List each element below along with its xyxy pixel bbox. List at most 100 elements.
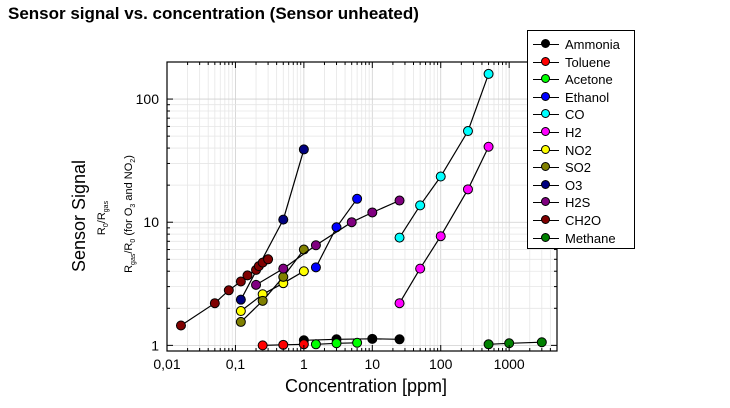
data-point [435,171,446,182]
legend-marker [541,232,550,242]
data-point [462,126,473,137]
series-acetone [310,337,363,350]
sub1-mid: /R [96,212,108,223]
data-point [536,337,547,348]
legend-item-so2: SO2 [528,159,634,176]
y-axis-label: Sensor Signal [69,160,89,272]
data-point [235,316,246,327]
legend-label: Methane [565,230,616,246]
sub2-tail: (for O [123,207,135,239]
data-point [394,334,405,345]
data-point [367,207,378,218]
legend-item-ch2o: CH2O [528,212,634,229]
legend-marker [541,127,550,136]
data-point [175,320,186,331]
legend-item-no2: NO2 [528,142,634,159]
data-point [257,340,268,351]
legend-marker [541,39,550,48]
data-point [415,263,426,274]
legend-label: CH2O [565,213,602,228]
legend-item-o3: O3 [528,177,634,194]
legend-label: Toluene [565,54,611,70]
series-co [394,68,494,243]
data-point [483,68,494,79]
series-methane [483,337,547,350]
legend-label: NO2 [565,142,592,158]
data-point [310,262,321,273]
sub1-s1: 0 [103,223,110,227]
data-point [352,193,363,204]
data-point [278,263,289,274]
x-tick-label: 0,1 [226,356,246,372]
series-o3 [235,144,309,305]
data-point [346,217,357,228]
data-point [367,333,378,344]
series-so2 [235,244,309,327]
x-tick-label: 1 [300,356,308,372]
sub2-s2: 0 [130,239,137,243]
data-point [394,232,405,243]
axis-ticks: 0,01 0,1 1 10 100 1000 1 10 100 [136,61,558,372]
y-axis-sublabel-1: R0/Rgas [96,200,110,235]
data-point [462,184,473,195]
data-point [235,276,246,287]
legend-label: H2S [565,195,591,211]
x-tick-label: 100 [429,356,453,372]
sub1-main: R [96,227,108,235]
legend-marker [541,162,550,172]
data-point [483,141,494,152]
data-point [298,144,309,155]
data-point [435,231,446,242]
data-point [223,285,234,296]
data-point [278,271,289,282]
data-point [483,339,494,350]
x-tick-label: 10 [365,356,381,372]
series-toluene [257,339,309,351]
legend-marker [541,109,550,119]
legend-marker [541,91,550,101]
data-point [257,295,268,306]
legend-item-co: CO [528,106,634,123]
legend-label: Ammonia [565,37,620,52]
x-tick-label: 0,01 [153,356,180,372]
sub2-main: R [123,265,135,273]
data-point [263,254,274,265]
data-point [209,298,220,309]
data-point [415,200,426,211]
x-axis-label: Concentration [ppm] [285,376,447,396]
y-tick-label: 10 [143,214,159,230]
legend-label: Acetone [565,72,613,88]
series-h2s [251,195,405,290]
legend-marker [541,144,550,154]
legend-label: H2 [565,125,582,140]
legend-item-acetone: Acetone [528,71,634,88]
data-point [235,294,246,305]
series-line [240,249,305,323]
legend-marker [541,179,550,189]
legend-item-methane: Methane [528,230,634,247]
data-point [235,306,246,317]
sub2-close: ) [123,155,135,159]
data-point [331,338,342,349]
chart-title: Sensor signal vs. concentration (Sensor … [8,4,419,23]
data-point [394,298,405,309]
legend-marker [541,215,550,224]
data-point [278,339,289,350]
sub2-s4: 2 [130,159,137,163]
legend-item-h2s: H2S [528,194,634,211]
sub2-mid: /R [123,243,135,254]
data-point [352,337,363,348]
series-ch2o [175,254,274,331]
x-tick-label: 1000 [494,356,525,372]
data-point [298,244,309,255]
legend-marker [541,197,550,207]
data-point [310,339,321,350]
legend-label: Ethanol [565,89,610,105]
data-point [310,240,321,251]
series-h2 [394,141,494,309]
y-tick-label: 100 [136,91,160,107]
y-axis-sublabel-2: Rgas/R0 (for O3 and NO2) [123,155,137,273]
data-point [278,214,289,225]
data-point [242,270,253,281]
